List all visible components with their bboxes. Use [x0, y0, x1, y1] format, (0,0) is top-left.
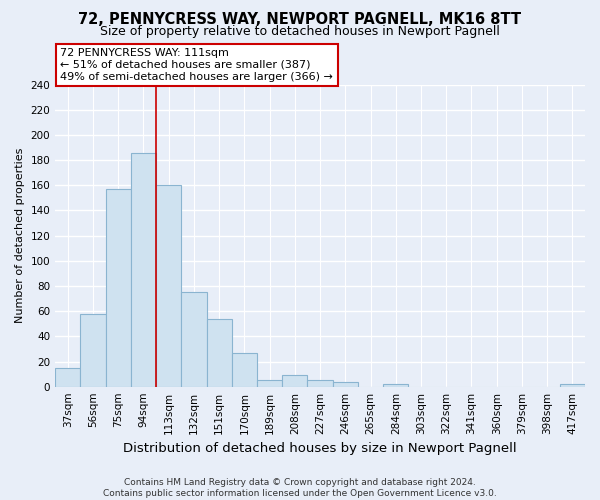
Bar: [156, 186, 181, 386]
Bar: [181, 292, 206, 386]
Text: 72 PENNYCRESS WAY: 111sqm
← 51% of detached houses are smaller (387)
49% of semi: 72 PENNYCRESS WAY: 111sqm ← 51% of detac…: [61, 48, 334, 82]
X-axis label: Distribution of detached houses by size in Newport Pagnell: Distribution of detached houses by size …: [123, 442, 517, 455]
Bar: [106, 189, 131, 386]
Bar: [560, 384, 585, 386]
Bar: [307, 380, 332, 386]
Bar: [383, 384, 409, 386]
Bar: [332, 382, 358, 386]
Bar: [131, 152, 156, 386]
Text: Size of property relative to detached houses in Newport Pagnell: Size of property relative to detached ho…: [100, 25, 500, 38]
Text: Contains HM Land Registry data © Crown copyright and database right 2024.
Contai: Contains HM Land Registry data © Crown c…: [103, 478, 497, 498]
Bar: [257, 380, 282, 386]
Bar: [55, 368, 80, 386]
Bar: [80, 314, 106, 386]
Bar: [206, 318, 232, 386]
Y-axis label: Number of detached properties: Number of detached properties: [15, 148, 25, 324]
Text: 72, PENNYCRESS WAY, NEWPORT PAGNELL, MK16 8TT: 72, PENNYCRESS WAY, NEWPORT PAGNELL, MK1…: [79, 12, 521, 28]
Bar: [232, 352, 257, 386]
Bar: [282, 376, 307, 386]
